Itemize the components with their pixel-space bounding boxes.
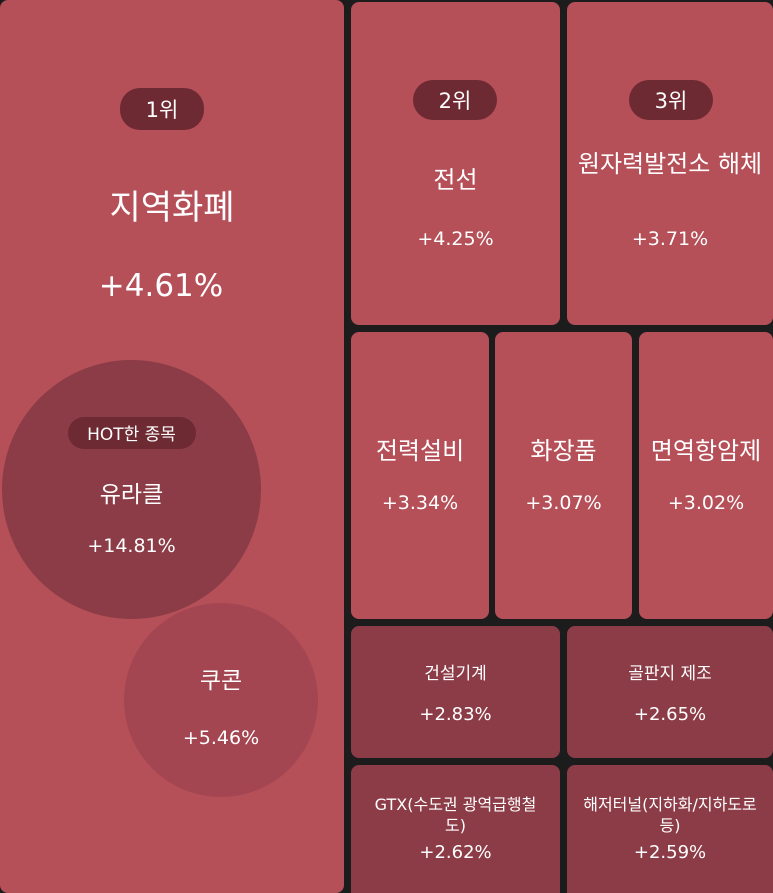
theme-name: 지역화폐 [109,188,235,228]
theme-name: 전력설비 [375,437,465,466]
theme-tile-rank-3[interactable]: 3위 원자력발전소 해체 +3.71% [567,2,773,325]
theme-name: 화장품 [530,437,597,466]
theme-name: 건설기계 [424,664,487,684]
theme-tile[interactable]: 해저터널(지하화/지하도로 등) +2.59% [567,765,773,893]
theme-name: 해저터널(지하화/지하도로 등) [583,794,757,835]
theme-tile[interactable]: 골판지 제조 +2.65% [567,626,773,758]
theme-tile[interactable]: GTX(수도권 광역급행철도) +2.62% [351,765,560,893]
theme-change-percent: +3.71% [631,228,709,250]
stock-change-percent: +14.81% [87,534,176,557]
theme-tile[interactable]: 건설기계 +2.83% [351,626,560,758]
theme-tile[interactable]: 전력설비 +3.34% [351,332,489,619]
stock-name: 쿠콘 [199,668,243,694]
theme-change-percent: +3.34% [381,491,459,514]
theme-tile[interactable]: 면역항암제 +3.02% [639,332,773,619]
rank-badge: 1위 [120,88,204,130]
rank-badge: 3위 [629,80,713,120]
theme-tile-rank-2[interactable]: 2위 전선 +4.25% [351,2,560,325]
theme-change-percent: +2.62% [419,842,492,864]
theme-name: 원자력발전소 해체 [577,150,763,178]
theme-change-percent: +2.83% [419,704,492,725]
theme-change-percent: +4.61% [98,268,224,304]
hot-stock-badge: HOT한 종목 [67,416,196,449]
theme-name: 전선 [433,166,478,194]
theme-change-percent: +4.25% [417,228,494,250]
theme-name: 면역항암제 [650,437,762,466]
rank-badge: 2위 [413,80,497,120]
stock-change-percent: +5.46% [182,727,260,749]
theme-tile-rank-1[interactable]: 1위 지역화폐 +4.61% HOT한 종목 유라클 +14.81% 쿠콘 +5… [0,0,344,893]
theme-name: 골판지 제조 [628,664,712,684]
theme-change-percent: +3.02% [667,491,745,514]
theme-tile[interactable]: 화장품 +3.07% [495,332,632,619]
hot-stock-bubble[interactable]: HOT한 종목 유라클 +14.81% [2,360,261,619]
theme-change-percent: +2.65% [633,704,707,725]
stock-name: 유라클 [99,481,164,508]
theme-change-percent: +3.07% [525,491,602,514]
theme-change-percent: +2.59% [633,842,707,864]
stock-bubble[interactable]: 쿠콘 +5.46% [124,603,318,797]
theme-name: GTX(수도권 광역급행철도) [374,794,537,835]
